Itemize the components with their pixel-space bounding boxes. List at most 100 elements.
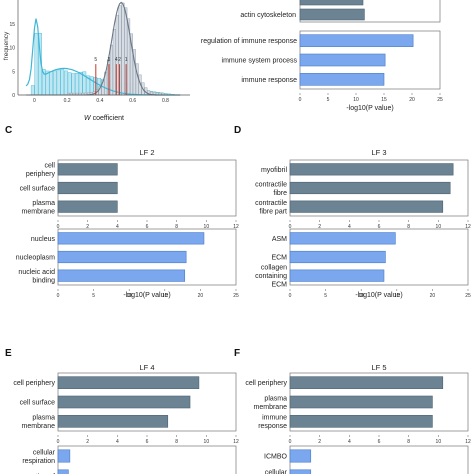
histogram-bar — [78, 71, 83, 96]
tick-label: 6 — [378, 224, 381, 230]
tick-label: 8 — [407, 224, 410, 230]
category-label: immune — [262, 415, 287, 422]
bar — [289, 469, 312, 474]
tick-label: 0 — [57, 293, 60, 299]
histogram-bar — [75, 73, 79, 96]
tick-label: 6 — [146, 224, 149, 230]
histogram-bar — [71, 73, 76, 96]
bar — [57, 181, 118, 195]
category-label: membrane — [254, 404, 288, 411]
marker-label: 5 — [94, 57, 97, 63]
panel-title: LF 3 — [371, 148, 386, 157]
tick-label: 5 — [12, 69, 15, 75]
tick-label: 12 — [233, 439, 239, 445]
tick-label: 6 — [146, 439, 149, 445]
bar — [57, 250, 187, 264]
tick-label: 2 — [86, 439, 89, 445]
x-axis-label: -log10(P value) — [355, 292, 402, 299]
category-label: plasma — [264, 395, 287, 402]
x-axis-label: -log10(P value) — [123, 292, 170, 299]
bar — [289, 376, 444, 389]
panel-title: LF 2 — [139, 148, 154, 157]
x-axis-label-symbol: W — [84, 115, 92, 122]
tick-label: 2 — [318, 224, 321, 230]
bar — [289, 415, 433, 428]
tick-label: 25 — [233, 293, 239, 299]
y-axis-label: frequency — [3, 31, 10, 60]
bar — [289, 200, 444, 213]
category-label: cell periphery — [13, 380, 55, 387]
bar — [299, 53, 386, 67]
marker-label: 4 — [115, 57, 118, 63]
category-label: plasma — [32, 200, 55, 207]
bar — [57, 376, 200, 389]
bar — [289, 449, 312, 463]
bar — [57, 232, 205, 245]
tick-label: 0 — [57, 224, 60, 230]
tick-label: 10 — [9, 46, 15, 52]
tick-label: 0 — [289, 293, 292, 299]
tick-label: 15 — [394, 293, 400, 299]
category-label: nucleic acid — [18, 269, 55, 276]
tick-label: 0.6 — [129, 98, 136, 104]
category-label: cell periphery — [245, 380, 287, 387]
tick-label: 0 — [12, 93, 15, 99]
histogram-bar — [49, 71, 54, 96]
bar — [57, 449, 71, 463]
tick-label: 0.8 — [162, 98, 169, 104]
category-label: regulation of immune response — [201, 38, 297, 45]
tick-label: 0 — [289, 439, 292, 445]
panel-title: LF 5 — [371, 363, 386, 372]
category-label: ECM — [271, 255, 287, 262]
category-label: membrane — [22, 208, 56, 215]
tick-label: 10 — [126, 293, 132, 299]
x-axis-label-text: coefficient — [91, 115, 124, 122]
category-label: myofibril — [261, 167, 288, 174]
category-label: contractile — [255, 181, 287, 188]
category-label: ICMBO — [264, 454, 288, 461]
plot-frame — [289, 445, 469, 474]
bar — [289, 181, 451, 195]
category-label: cell — [44, 163, 55, 170]
bar — [299, 0, 364, 6]
histogram-bar — [53, 70, 57, 96]
tick-label: 20 — [198, 293, 204, 299]
tick-label: 0 — [57, 439, 60, 445]
category-label: immune response — [241, 77, 297, 84]
tick-label: 2 — [318, 439, 321, 445]
panel-letter: C — [5, 125, 12, 136]
tick-label: 10 — [204, 224, 210, 230]
tick-label: 8 — [407, 439, 410, 445]
tick-label: 12 — [465, 224, 471, 230]
tick-label: 0.4 — [96, 98, 103, 104]
x-axis-label: W coefficient — [84, 115, 124, 122]
tick-label: 0.2 — [64, 98, 71, 104]
tick-label: 8 — [175, 439, 178, 445]
tick-label: 15 — [9, 22, 15, 28]
bar — [299, 34, 414, 47]
tick-label: 20 — [430, 293, 436, 299]
category-label: fibre — [273, 190, 287, 197]
histogram-bar — [109, 44, 113, 96]
tick-label: 25 — [465, 293, 471, 299]
tick-label: 25 — [437, 97, 443, 103]
tick-label: 12 — [465, 439, 471, 445]
category-label: binding — [32, 277, 55, 284]
x-axis-label: -log10(P value) — [346, 105, 393, 112]
bar — [57, 469, 69, 474]
category-label: nucleus — [31, 236, 56, 243]
bar — [289, 269, 385, 282]
tick-label: 0 — [299, 97, 302, 103]
tick-label: 10 — [353, 97, 359, 103]
panel-letter: D — [234, 125, 241, 136]
tick-label: 5 — [92, 293, 95, 299]
bar — [57, 269, 186, 282]
histogram-bar — [67, 72, 72, 96]
category-label: actin cytoskeleton — [240, 12, 296, 19]
bar — [289, 395, 433, 409]
histogram-bar — [64, 70, 68, 96]
bar — [299, 8, 365, 21]
bar — [289, 250, 386, 264]
tick-label: 4 — [348, 224, 351, 230]
